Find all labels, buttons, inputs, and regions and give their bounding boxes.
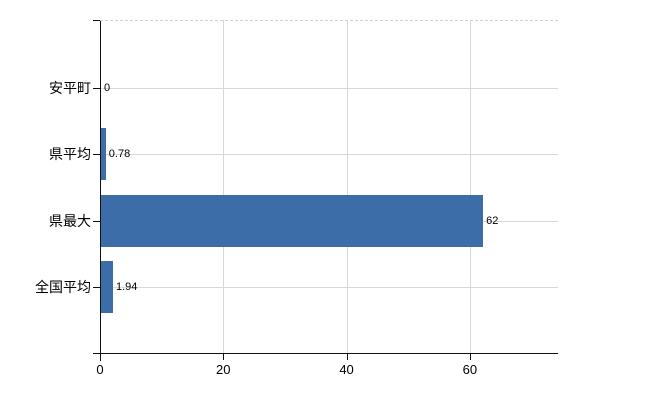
x-tick [346,353,348,360]
y-gridline [101,287,558,288]
bar-3 [101,261,113,313]
y-axis-line [100,20,101,361]
x-gridline [346,20,348,353]
plot-top-border [100,20,558,21]
category-label: 県最大 [49,212,91,229]
bar-value-label: 0.78 [108,148,131,161]
y-tick [93,154,100,156]
x-tick-label: 40 [339,362,354,377]
y-tick [93,287,100,288]
y-gridline [101,88,558,89]
x-gridline [469,20,471,353]
y-axis-end-tick [93,20,100,21]
x-tick [100,353,101,360]
bar-2 [101,194,484,247]
category-label: 全国平均 [35,279,91,295]
x-axis-line [93,353,558,354]
x-tick-label: 0 [96,362,104,377]
category-label: 県平均 [49,146,91,163]
bar-1 [101,128,106,181]
bar-value-label: 1.94 [115,281,138,293]
x-tick-label: 60 [462,362,478,377]
y-tick [93,220,100,222]
x-gridline [223,20,225,353]
x-tick [469,353,471,360]
x-tick-label: 20 [216,362,231,377]
y-gridline [101,154,558,156]
category-label: 安平町 [49,80,91,96]
bar-value-label: 0 [104,82,111,94]
y-tick [93,88,100,89]
x-tick [223,353,225,360]
bar-value-label: 62 [486,214,499,227]
